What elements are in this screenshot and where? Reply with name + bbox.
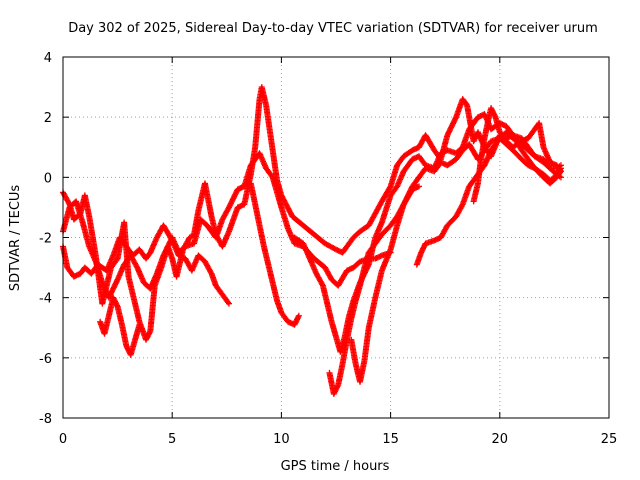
data-point xyxy=(225,299,232,306)
x-tick-label: 15 xyxy=(382,432,399,447)
data-point xyxy=(319,281,326,288)
data-marks xyxy=(60,84,564,397)
x-axis-label: GPS time / hours xyxy=(281,459,390,474)
data-point xyxy=(225,300,232,307)
data-point xyxy=(295,312,302,319)
data-point xyxy=(268,173,275,180)
x-tick-label: 10 xyxy=(273,432,290,447)
gridlines xyxy=(63,57,609,418)
y-axis: -8 -6 -4 -2 0 2 4 xyxy=(39,51,609,427)
data-point xyxy=(557,167,564,174)
y-tick-label: 0 xyxy=(44,171,52,186)
series-trace-7 xyxy=(348,183,422,385)
data-point xyxy=(207,269,214,276)
series-trace-2 xyxy=(60,222,232,307)
data-point xyxy=(557,174,564,181)
x-tick-label: 20 xyxy=(492,432,509,447)
series-trace-9 xyxy=(470,105,564,205)
y-axis-label: SDTVAR / TECUs xyxy=(8,185,23,292)
y-tick-label: -8 xyxy=(39,412,52,427)
x-tick-label: 0 xyxy=(59,432,67,447)
y-tick-label: 4 xyxy=(44,51,52,66)
x-tick-label: 25 xyxy=(601,432,618,447)
y-tick-label: -6 xyxy=(39,352,52,367)
data-point xyxy=(386,184,393,191)
data-point xyxy=(136,321,143,328)
data-point xyxy=(557,168,564,175)
data-point xyxy=(133,263,140,270)
data-point xyxy=(113,256,120,263)
chart-title: Day 302 of 2025, Sidereal Day-to-day VTE… xyxy=(68,21,598,36)
series-trace-10 xyxy=(97,294,143,358)
data-point xyxy=(415,183,422,190)
y-tick-label: 2 xyxy=(44,111,52,126)
x-tick-label: 5 xyxy=(168,432,176,447)
series-trace-3 xyxy=(60,150,394,301)
y-tick-label: -4 xyxy=(39,292,52,307)
data-point xyxy=(458,202,465,209)
series-trace-4 xyxy=(247,180,302,328)
y-tick-label: -2 xyxy=(39,232,52,247)
x-axis: 0 5 10 15 20 25 xyxy=(59,57,617,447)
